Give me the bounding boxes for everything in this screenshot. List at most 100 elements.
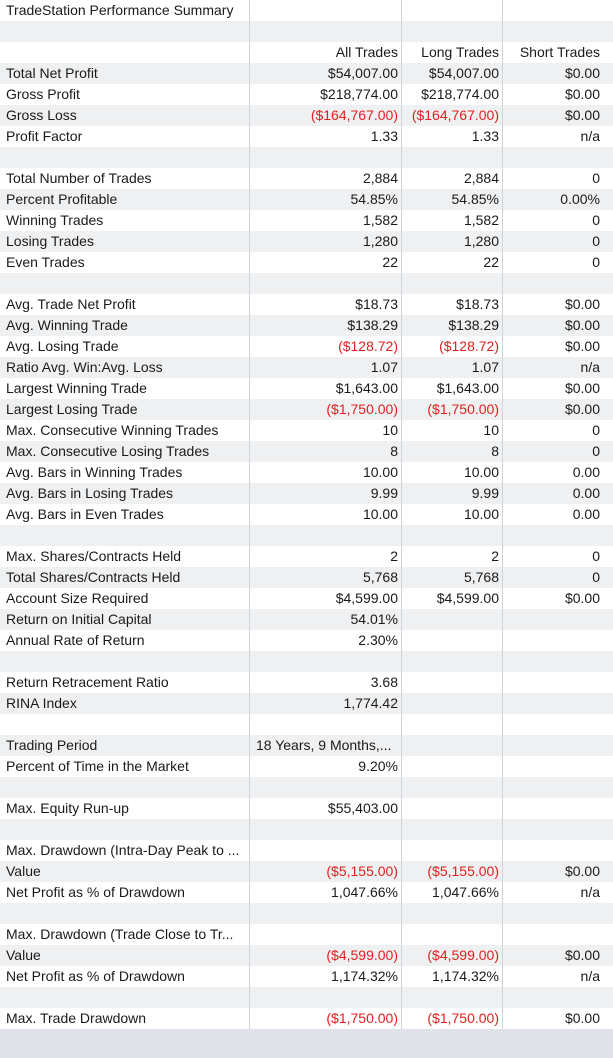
metric-value-short-trades[interactable]: $0.00 (564, 65, 600, 81)
metric-value-all-trades[interactable]: 2,884 (250, 168, 402, 189)
metric-value-short-trades[interactable]: 0.00 (572, 464, 600, 480)
metric-label[interactable]: Avg. Bars in Winning Trades (0, 462, 250, 483)
metric-value-short-trades[interactable]: $0.00 (564, 317, 600, 333)
metric-value-short-trades[interactable] (503, 756, 613, 777)
metric-value-long-trades[interactable]: ($4,599.00) (402, 945, 503, 966)
grid-cell[interactable] (0, 147, 250, 168)
metric-value-all-trades[interactable]: $138.29 (250, 315, 402, 336)
grid-cell[interactable] (0, 819, 250, 840)
metric-value-all-trades[interactable]: 54.01% (250, 609, 402, 630)
metric-value-long-trades[interactable] (402, 630, 503, 651)
metric-label[interactable]: Value (0, 861, 250, 882)
metric-value-long-trades[interactable]: 10.00 (402, 462, 503, 483)
metric-value-all-trades[interactable]: 1,582 (250, 210, 402, 231)
metric-value-short-trades[interactable]: 0 (592, 170, 600, 186)
metric-label[interactable]: Profit Factor (0, 126, 250, 147)
grid-cell[interactable] (402, 651, 503, 672)
metric-value-short-trades[interactable]: $0.00 (564, 338, 600, 354)
metric-label[interactable]: Max. Consecutive Losing Trades (0, 441, 250, 462)
grid-cell[interactable] (250, 273, 402, 294)
metric-value-all-trades[interactable]: $54,007.00 (250, 63, 402, 84)
metric-label[interactable]: Max. Trade Drawdown (0, 1008, 250, 1029)
metric-value-short-trades[interactable]: 0.00 (572, 485, 600, 501)
metric-value-long-trades[interactable]: ($5,155.00) (402, 861, 503, 882)
grid-cell[interactable] (402, 21, 503, 42)
grid-cell[interactable] (250, 651, 402, 672)
metric-value-long-trades[interactable]: 8 (402, 441, 503, 462)
metric-value-short-trades[interactable]: $0.00 (564, 380, 600, 396)
grid-cell[interactable] (402, 777, 503, 798)
metric-value-short-trades[interactable]: 0 (592, 443, 600, 459)
metric-label[interactable]: Account Size Required (0, 588, 250, 609)
metric-value-all-trades[interactable]: 10 (250, 420, 402, 441)
metric-value-short-trades[interactable]: $0.00 (564, 107, 600, 123)
grid-cell[interactable] (0, 714, 250, 735)
metric-label[interactable]: Avg. Winning Trade (0, 315, 250, 336)
metric-value-short-trades[interactable]: $0.00 (564, 401, 600, 417)
metric-value-long-trades[interactable] (402, 840, 503, 861)
grid-cell[interactable] (250, 903, 402, 924)
metric-value-short-trades[interactable]: n/a (580, 884, 600, 900)
grid-cell[interactable] (0, 21, 250, 42)
metric-value-short-trades[interactable]: 0 (592, 569, 600, 585)
metric-value-long-trades[interactable]: 10.00 (402, 504, 503, 525)
metric-value-long-trades[interactable]: ($164,767.00) (402, 105, 503, 126)
metric-value-short-trades[interactable] (503, 840, 613, 861)
metric-value-long-trades[interactable]: 54.85% (402, 189, 503, 210)
grid-cell[interactable] (503, 21, 613, 42)
metric-value-long-trades[interactable]: $1,643.00 (402, 378, 503, 399)
metric-value-all-trades[interactable]: ($4,599.00) (250, 945, 402, 966)
metric-value-all-trades[interactable]: ($5,155.00) (250, 861, 402, 882)
grid-cell[interactable] (503, 987, 613, 1008)
metric-value-all-trades[interactable]: 9.99 (250, 483, 402, 504)
metric-value-all-trades[interactable]: ($128.72) (250, 336, 402, 357)
metric-value-long-trades[interactable]: 2 (402, 546, 503, 567)
metric-value-long-trades[interactable]: 22 (402, 252, 503, 273)
metric-value-all-trades[interactable]: 9.20% (250, 756, 402, 777)
metric-value-short-trades[interactable] (503, 630, 613, 651)
metric-value-short-trades[interactable]: 0 (592, 422, 600, 438)
metric-label[interactable]: Winning Trades (0, 210, 250, 231)
metric-value-all-trades[interactable]: 54.85% (250, 189, 402, 210)
metric-value-long-trades[interactable] (402, 609, 503, 630)
metric-value-long-trades[interactable]: $18.73 (402, 294, 503, 315)
metric-value-all-trades[interactable]: ($1,750.00) (250, 399, 402, 420)
metric-value-short-trades[interactable]: 0.00% (560, 191, 600, 207)
metric-label[interactable]: Max. Consecutive Winning Trades (0, 420, 250, 441)
metric-value-long-trades[interactable]: ($1,750.00) (402, 1008, 503, 1029)
grid-cell[interactable] (250, 714, 402, 735)
grid-cell[interactable] (0, 273, 250, 294)
metric-value-short-trades[interactable]: n/a (580, 359, 600, 375)
metric-value-all-trades[interactable]: 1,280 (250, 231, 402, 252)
metric-label[interactable]: Largest Winning Trade (0, 378, 250, 399)
grid-cell[interactable] (503, 0, 613, 21)
metric-label[interactable]: Max. Shares/Contracts Held (0, 546, 250, 567)
metric-value-long-trades[interactable]: 1,047.66% (402, 882, 503, 903)
column-header-long-trades[interactable]: Long Trades (402, 42, 503, 63)
metric-value-all-trades[interactable]: 10.00 (250, 504, 402, 525)
metric-value-all-trades[interactable] (250, 924, 402, 945)
metric-value-short-trades[interactable]: n/a (580, 128, 600, 144)
grid-cell[interactable] (402, 273, 503, 294)
grid-cell[interactable] (402, 903, 503, 924)
metric-value-short-trades[interactable] (503, 609, 613, 630)
metric-label[interactable]: Avg. Bars in Losing Trades (0, 483, 250, 504)
metric-label[interactable]: Return on Initial Capital (0, 609, 250, 630)
grid-cell[interactable] (250, 525, 402, 546)
grid-cell[interactable] (503, 147, 613, 168)
metric-value-long-trades[interactable]: 1.07 (402, 357, 503, 378)
grid-cell[interactable] (503, 714, 613, 735)
metric-value-long-trades[interactable]: $54,007.00 (402, 63, 503, 84)
grid-cell[interactable] (250, 777, 402, 798)
metric-label[interactable]: Largest Losing Trade (0, 399, 250, 420)
grid-cell[interactable] (503, 777, 613, 798)
metric-label[interactable]: Ratio Avg. Win:Avg. Loss (0, 357, 250, 378)
metric-label[interactable]: Avg. Trade Net Profit (0, 294, 250, 315)
grid-cell[interactable] (250, 21, 402, 42)
grid-cell[interactable] (250, 147, 402, 168)
metric-value-short-trades[interactable] (503, 672, 613, 693)
metric-value-all-trades[interactable]: $55,403.00 (250, 798, 402, 819)
metric-value-all-trades[interactable] (250, 840, 402, 861)
metric-value-short-trades[interactable]: $0.00 (564, 947, 600, 963)
metric-label[interactable]: Even Trades (0, 252, 250, 273)
